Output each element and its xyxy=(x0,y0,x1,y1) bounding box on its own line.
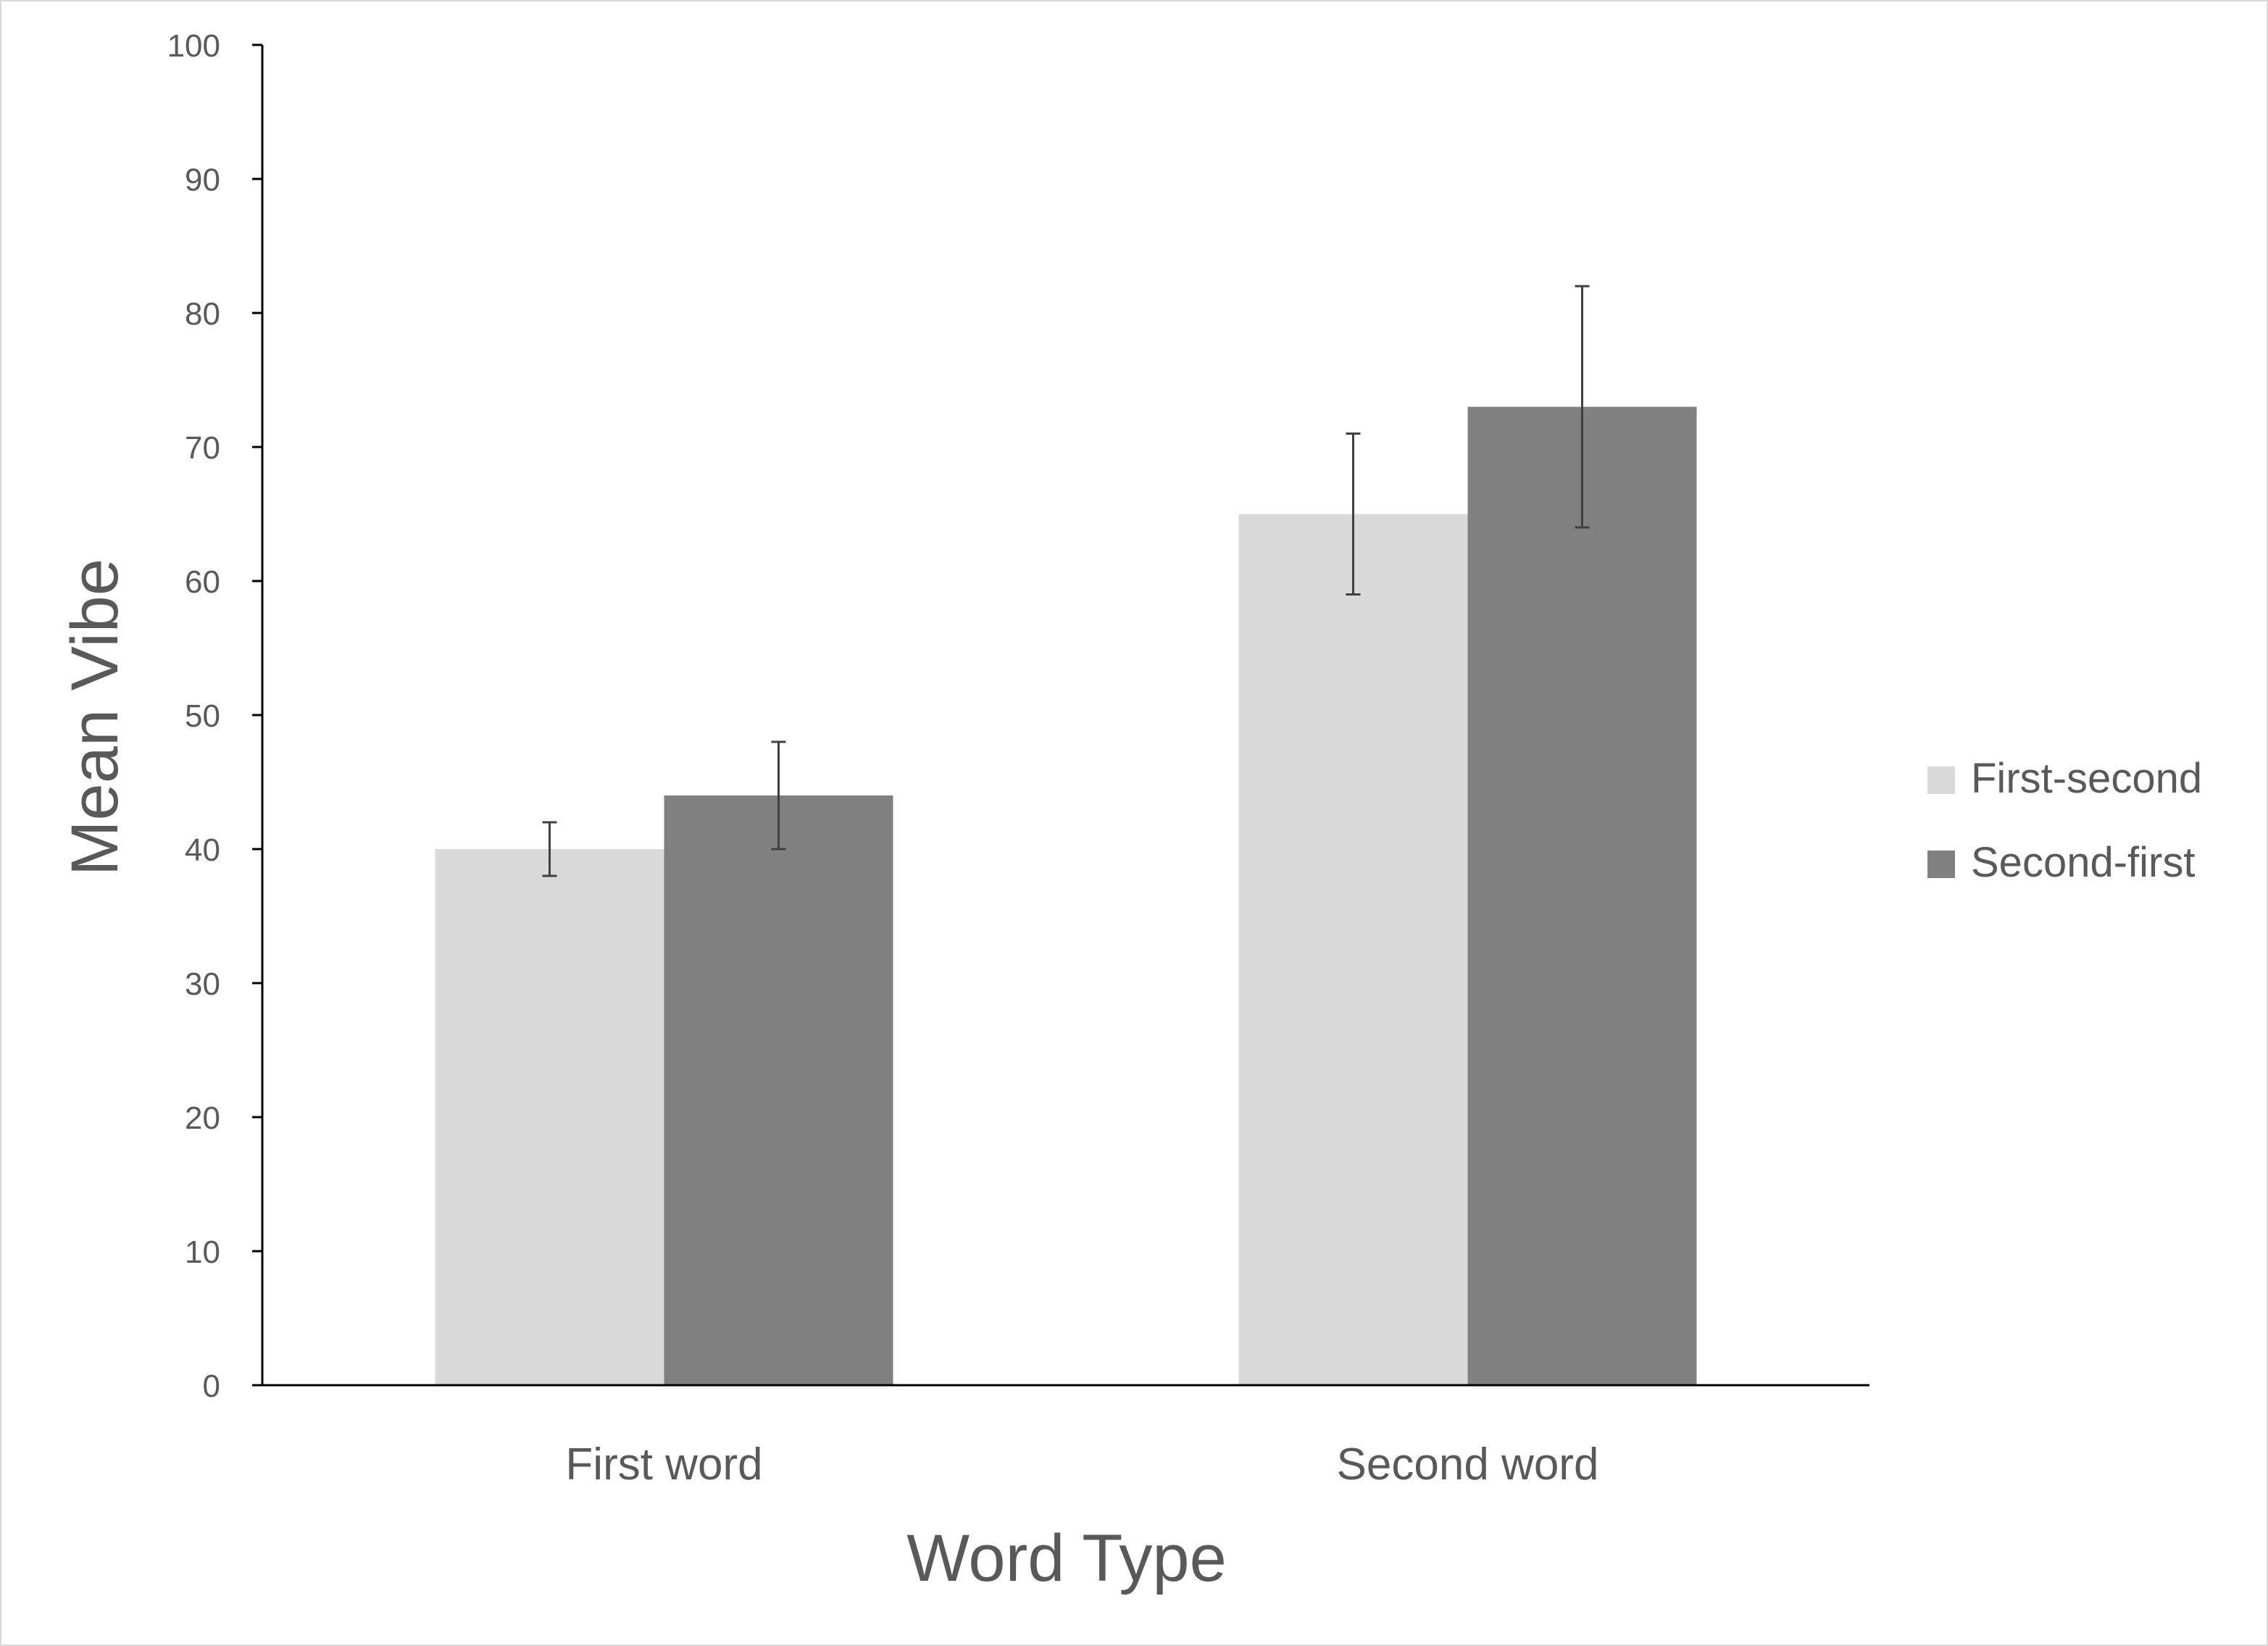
bar-1-2 xyxy=(1238,514,1468,1385)
y-tick-label-10: 10 xyxy=(185,1234,220,1270)
y-tick-label-90: 90 xyxy=(185,162,220,198)
legend: First-second Second-first xyxy=(1927,755,2202,886)
y-tick-label-0: 0 xyxy=(203,1369,220,1404)
labels-layer: First word Second word 0 10 20 30 40 50 60 70 80 90… xyxy=(167,28,1599,1490)
y-axis-title: Mean Vibe xyxy=(58,559,132,876)
bar-2-2 xyxy=(1467,406,1697,1385)
x-tick-label-1: First word xyxy=(565,1440,762,1490)
bars-layer xyxy=(435,406,1697,1385)
bar-2-1 xyxy=(664,795,893,1385)
y-tick-label-50: 50 xyxy=(185,698,220,734)
x-axis-title: Word Type xyxy=(906,1521,1227,1595)
bar-1-1 xyxy=(435,849,664,1385)
axes-layer xyxy=(252,43,1869,1387)
legend-swatch-1 xyxy=(1927,766,1955,794)
legend-label-2: Second-first xyxy=(1971,839,2195,886)
y-tick-label-60: 60 xyxy=(185,564,220,600)
y-tick-label-20: 20 xyxy=(185,1100,220,1136)
error-bars-layer xyxy=(542,285,1590,877)
legend-label-1: First-second xyxy=(1971,755,2202,802)
y-tick-label-80: 80 xyxy=(185,296,220,332)
legend-swatch-2 xyxy=(1927,851,1955,878)
x-tick-label-2: Second word xyxy=(1337,1440,1599,1490)
y-tick-label-70: 70 xyxy=(185,430,220,466)
y-tick-label-30: 30 xyxy=(185,966,220,1002)
y-tick-label-100: 100 xyxy=(167,28,220,64)
y-tick-label-40: 40 xyxy=(185,832,220,868)
